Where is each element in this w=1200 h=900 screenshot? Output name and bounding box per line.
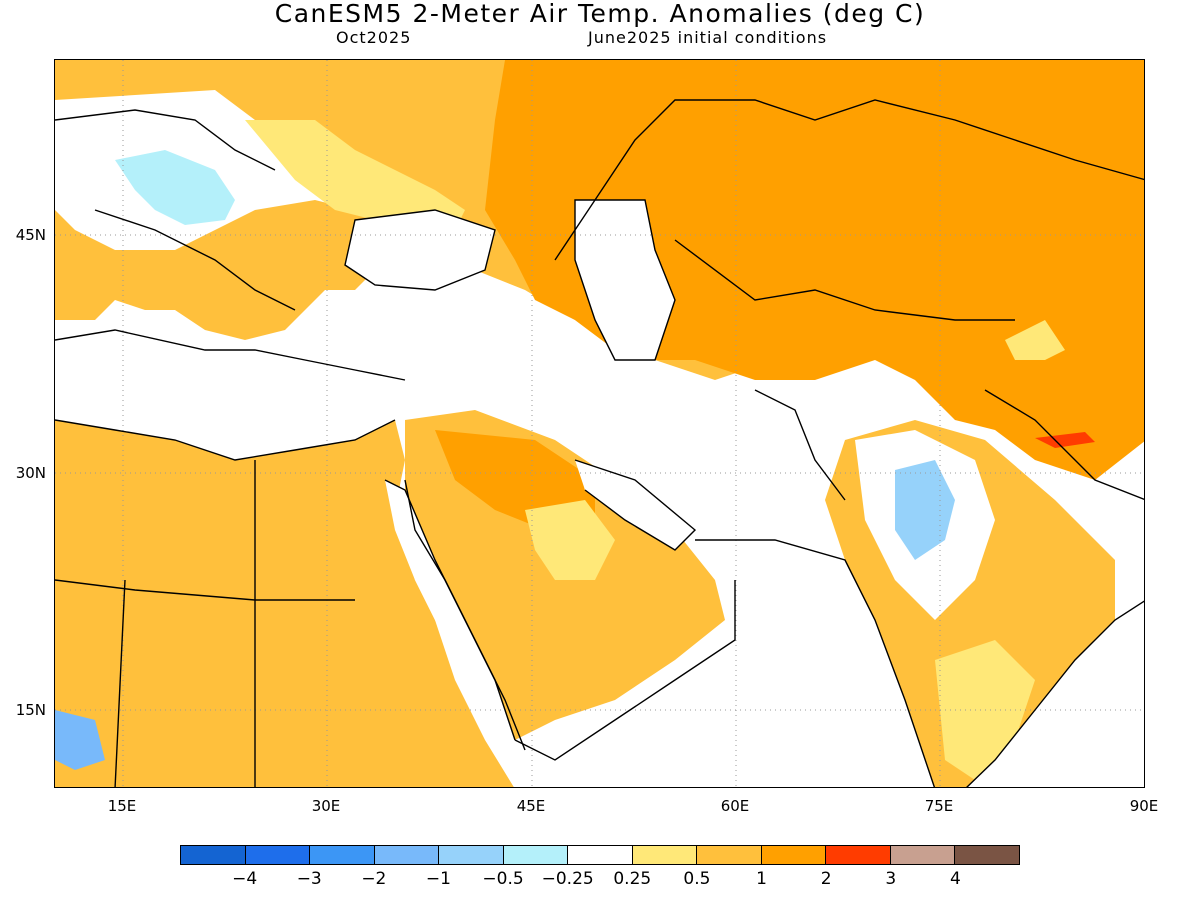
legend-swatch [761, 846, 827, 864]
map-title: CanESM5 2-Meter Air Temp. Anomalies (deg… [274, 0, 926, 28]
legend-tick-label: −2 [361, 869, 387, 889]
coastlines [55, 99, 1144, 787]
y-tick-label: 30N [15, 464, 46, 482]
x-tick-label: 30E [311, 797, 341, 815]
anomaly-fill-layer [55, 60, 1144, 787]
x-tick-label: 45E [516, 797, 546, 815]
y-tick-label: 15N [15, 701, 46, 719]
legend-swatch [245, 846, 311, 864]
legend-swatch [890, 846, 956, 864]
legend-tick-label: 4 [949, 869, 961, 889]
legend-tick-label: 2 [820, 869, 832, 889]
legend-swatch [955, 846, 1019, 864]
color-legend-bar [180, 845, 1020, 865]
legend-swatch [568, 846, 633, 864]
legend-swatch [439, 846, 504, 864]
valid-month-label: Oct2025 [336, 28, 412, 47]
legend-tick-label: −0.25 [541, 869, 594, 889]
legend-tick-label: −4 [232, 869, 258, 889]
x-tick-label: 15E [107, 797, 137, 815]
graticule [55, 60, 1144, 787]
legend-tick-label: 0.25 [613, 869, 652, 889]
initial-conditions-label: June2025 initial conditions [588, 28, 828, 47]
x-tick-label: 75E [924, 797, 954, 815]
legend-tick-label: 1 [756, 869, 767, 889]
legend-swatch [374, 846, 440, 864]
legend-tick-label: 0.5 [683, 869, 711, 889]
map-canvas [55, 60, 1144, 787]
x-tick-label: 90E [1129, 797, 1159, 815]
legend-swatch [503, 846, 569, 864]
y-tick-label: 45N [15, 226, 46, 244]
legend-swatch [310, 846, 375, 864]
legend-tick-label: −1 [425, 869, 451, 889]
anomaly-map [54, 59, 1145, 788]
legend-swatch [181, 846, 246, 864]
legend-swatch [697, 846, 762, 864]
legend-swatch [826, 846, 891, 864]
legend-tick-label: 3 [885, 869, 897, 889]
legend-tick-label: −0.5 [482, 869, 524, 889]
x-tick-label: 60E [720, 797, 750, 815]
legend-tick-label: −3 [296, 869, 322, 889]
legend-swatch [632, 846, 698, 864]
